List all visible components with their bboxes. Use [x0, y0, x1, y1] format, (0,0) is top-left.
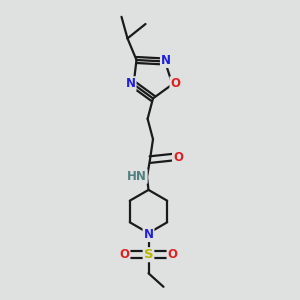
Text: N: N — [161, 54, 171, 67]
Text: HN: HN — [127, 170, 147, 183]
Text: N: N — [126, 77, 136, 90]
Text: O: O — [119, 248, 130, 261]
Text: N: N — [143, 228, 154, 241]
Text: O: O — [170, 77, 180, 90]
Text: S: S — [144, 248, 153, 261]
Text: O: O — [167, 248, 178, 261]
Text: O: O — [173, 151, 183, 164]
